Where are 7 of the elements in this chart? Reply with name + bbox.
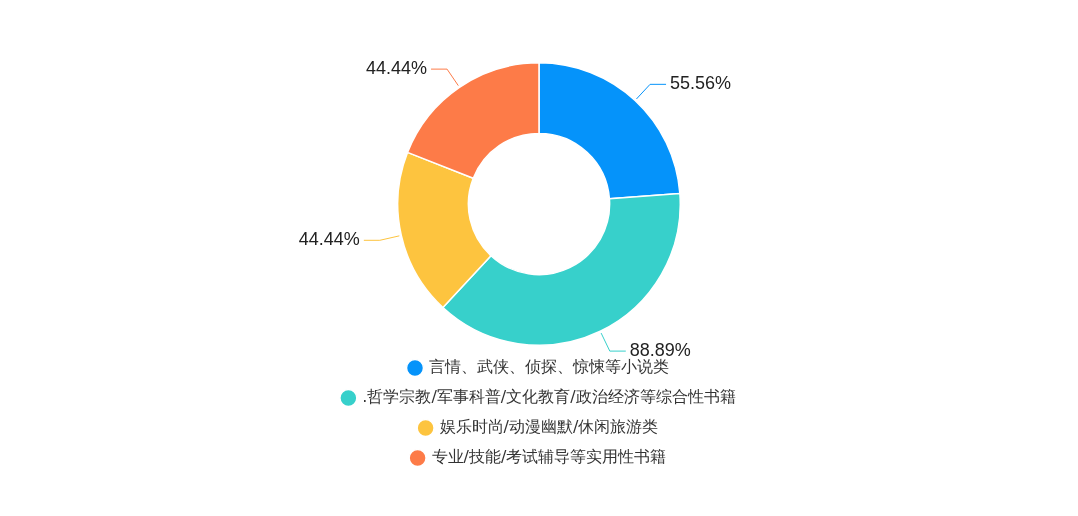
legend-label: 言情、武侠、侦探、惊悚等小说类 — [429, 357, 669, 377]
data-label: 44.44% — [298, 229, 360, 250]
legend-label: 娱乐时尚/动漫幽默/休闲旅游类 — [439, 417, 659, 437]
legend-label: 专业/技能/考试辅导等实用性书籍 — [431, 447, 667, 467]
data-label: 44.44% — [365, 58, 428, 79]
data-label: 55.56% — [670, 73, 732, 94]
legend-label: .哲学宗教/军事科普/文化教育/政治经济等综合性书籍 — [362, 387, 736, 407]
